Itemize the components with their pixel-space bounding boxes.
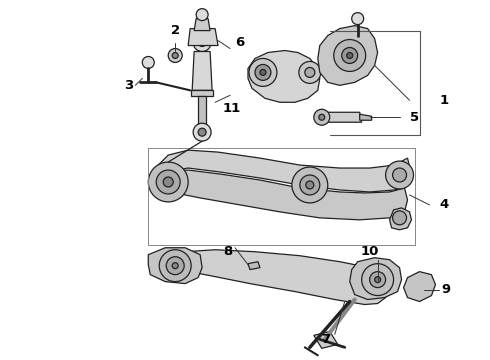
Circle shape	[305, 67, 315, 77]
Circle shape	[386, 161, 414, 189]
Polygon shape	[318, 26, 378, 85]
Circle shape	[299, 62, 321, 84]
Text: 10: 10	[361, 245, 379, 258]
Circle shape	[172, 263, 178, 269]
Polygon shape	[188, 28, 218, 45]
Circle shape	[347, 53, 353, 58]
Circle shape	[163, 177, 173, 187]
Circle shape	[249, 58, 277, 86]
Text: 3: 3	[123, 79, 133, 92]
Circle shape	[198, 128, 206, 136]
Polygon shape	[320, 112, 362, 122]
Polygon shape	[404, 272, 436, 302]
Circle shape	[198, 39, 206, 46]
Circle shape	[342, 48, 358, 63]
Circle shape	[352, 13, 364, 24]
Text: 11: 11	[223, 102, 241, 115]
Text: 4: 4	[440, 198, 449, 211]
Text: 8: 8	[223, 245, 233, 258]
Circle shape	[392, 211, 407, 225]
Circle shape	[362, 264, 393, 296]
Circle shape	[168, 49, 182, 62]
Circle shape	[159, 250, 191, 282]
Polygon shape	[158, 150, 412, 192]
Circle shape	[193, 33, 211, 51]
Polygon shape	[390, 208, 412, 230]
Polygon shape	[155, 170, 408, 220]
Polygon shape	[194, 19, 210, 31]
Circle shape	[166, 257, 184, 275]
Circle shape	[193, 123, 211, 141]
Circle shape	[319, 114, 325, 120]
Circle shape	[196, 9, 208, 21]
Polygon shape	[148, 248, 202, 284]
Circle shape	[260, 69, 266, 75]
Polygon shape	[360, 114, 371, 120]
Circle shape	[392, 168, 407, 182]
Circle shape	[255, 64, 271, 80]
Polygon shape	[248, 50, 320, 102]
Text: 5: 5	[410, 111, 419, 124]
Polygon shape	[350, 258, 401, 300]
Polygon shape	[152, 250, 390, 305]
Polygon shape	[191, 90, 213, 96]
Circle shape	[334, 40, 366, 71]
Text: 1: 1	[440, 94, 449, 107]
Polygon shape	[314, 332, 338, 348]
Circle shape	[306, 181, 314, 189]
Text: 6: 6	[235, 36, 245, 49]
Text: 2: 2	[171, 24, 180, 37]
Circle shape	[142, 57, 154, 68]
Circle shape	[148, 162, 188, 202]
Circle shape	[375, 276, 381, 283]
Text: 7: 7	[321, 333, 330, 346]
Circle shape	[292, 167, 328, 203]
Text: 9: 9	[442, 283, 451, 296]
Circle shape	[300, 175, 320, 195]
Polygon shape	[248, 262, 260, 270]
Polygon shape	[198, 96, 206, 125]
Polygon shape	[192, 51, 212, 90]
Circle shape	[156, 170, 180, 194]
Circle shape	[172, 53, 178, 58]
Circle shape	[314, 109, 330, 125]
Circle shape	[369, 272, 386, 288]
